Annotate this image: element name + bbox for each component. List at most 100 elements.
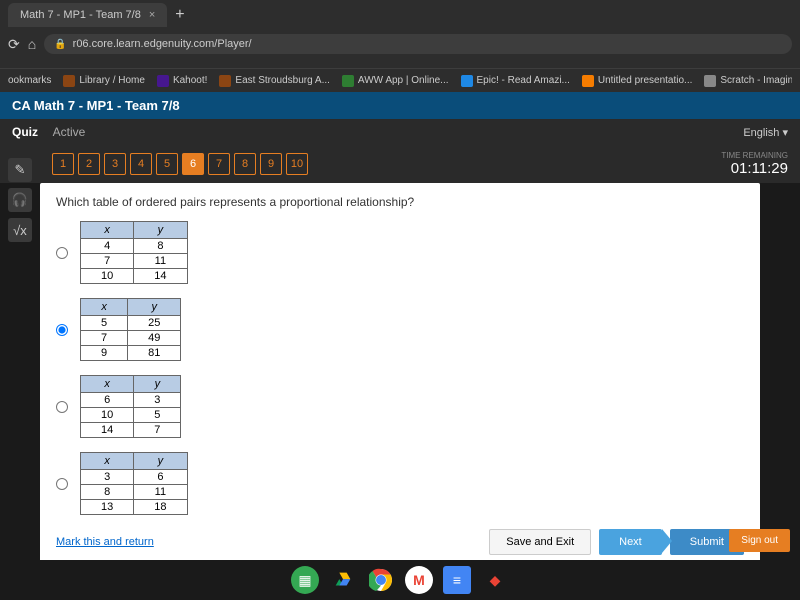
bookmark-item[interactable]: Kahoot! — [157, 75, 207, 87]
bookmark-label: Kahoot! — [173, 75, 207, 86]
table-cell: 25 — [128, 316, 181, 331]
home-icon[interactable]: ⌂ — [28, 36, 36, 52]
table-cell: 10 — [81, 269, 134, 284]
question-text: Which table of ordered pairs represents … — [56, 195, 744, 209]
bookmark-label: Epic! - Read Amazi... — [477, 75, 570, 86]
table-cell: 7 — [134, 423, 181, 438]
question-number[interactable]: 3 — [104, 153, 126, 175]
docs-icon[interactable]: ≡ — [443, 566, 471, 594]
table-cell: 14 — [81, 423, 134, 438]
table-cell: 3 — [134, 393, 181, 408]
table-cell: 11 — [134, 254, 187, 269]
question-number[interactable]: 2 — [78, 153, 100, 175]
footer-bar: Mark this and return Save and Exit Next … — [56, 529, 744, 555]
bookmarks-label: ookmarks — [8, 75, 51, 86]
answer-radio[interactable] — [56, 247, 68, 259]
table-cell: 4 — [81, 239, 134, 254]
table-cell: 9 — [81, 346, 128, 361]
drive-icon[interactable] — [329, 566, 357, 594]
save-exit-button[interactable]: Save and Exit — [489, 529, 591, 555]
tool-column: ✎ 🎧 √x — [8, 158, 32, 242]
table-cell: 14 — [134, 269, 187, 284]
table-cell: 5 — [134, 408, 181, 423]
question-number[interactable]: 1 — [52, 153, 74, 175]
url-text: r06.core.learn.edgenuity.com/Player/ — [73, 38, 252, 50]
table-cell: 8 — [134, 239, 187, 254]
bookmark-label: Scratch - Imagine... — [720, 75, 792, 86]
new-tab-button[interactable]: + — [175, 6, 184, 24]
bookmark-item[interactable]: Scratch - Imagine... — [704, 75, 792, 87]
bookmark-label: AWW App | Online... — [358, 75, 449, 86]
app-icon[interactable]: ▦ — [291, 566, 319, 594]
browser-chrome: Math 7 - MP1 - Team 7/8 × + ⟳ ⌂ 🔒 r06.co… — [0, 0, 800, 68]
answer-option[interactable]: xy63105147 — [56, 375, 744, 438]
chrome-icon[interactable] — [367, 566, 395, 594]
pencil-icon[interactable]: ✎ — [8, 158, 32, 182]
cube-icon[interactable]: ◆ — [481, 566, 509, 594]
browser-tab[interactable]: Math 7 - MP1 - Team 7/8 × — [8, 3, 167, 27]
question-number[interactable]: 6 — [182, 153, 204, 175]
question-number[interactable]: 10 — [286, 153, 308, 175]
answer-radio[interactable] — [56, 478, 68, 490]
table-cell: 6 — [81, 393, 134, 408]
next-button[interactable]: Next — [599, 529, 662, 555]
question-number[interactable]: 8 — [234, 153, 256, 175]
formula-icon[interactable]: √x — [8, 218, 32, 242]
lock-icon: 🔒 — [54, 39, 66, 50]
language-select[interactable]: English ▾ — [743, 126, 788, 139]
quiz-status: Active — [53, 125, 86, 139]
url-bar: ⟳ ⌂ 🔒 r06.core.learn.edgenuity.com/Playe… — [0, 30, 800, 58]
bookmark-icon — [219, 75, 231, 87]
quiz-label: Quiz — [12, 125, 38, 139]
answer-option[interactable]: xy368111318 — [56, 452, 744, 515]
mark-return-link[interactable]: Mark this and return — [56, 536, 154, 548]
data-table: xy487111014 — [80, 221, 188, 284]
answer-option[interactable]: xy525749981 — [56, 298, 744, 361]
tab-title: Math 7 - MP1 - Team 7/8 — [20, 9, 141, 21]
tab-bar: Math 7 - MP1 - Team 7/8 × + — [0, 0, 800, 30]
question-number[interactable]: 5 — [156, 153, 178, 175]
question-number[interactable]: 7 — [208, 153, 230, 175]
content-panel: Which table of ordered pairs represents … — [40, 183, 760, 563]
question-number[interactable]: 4 — [130, 153, 152, 175]
table-cell: 11 — [134, 485, 187, 500]
table-cell: 7 — [81, 331, 128, 346]
bookmark-item[interactable]: Epic! - Read Amazi... — [461, 75, 570, 87]
table-cell: 13 — [81, 500, 134, 515]
table-cell: 8 — [81, 485, 134, 500]
gmail-icon[interactable]: M — [405, 566, 433, 594]
bookmark-item[interactable]: East Stroudsburg A... — [219, 75, 330, 87]
bookmarks-bar: ookmarks Library / Home Kahoot! East Strou… — [0, 68, 800, 92]
signout-button[interactable]: Sign out — [729, 529, 790, 552]
quiz-bar: Quiz Active English ▾ — [0, 119, 800, 145]
timer-label: TIME REMAINING — [721, 151, 788, 160]
timer: TIME REMAINING 01:11:29 — [721, 151, 788, 177]
page-title: CA Math 7 - MP1 - Team 7/8 — [0, 92, 800, 119]
bookmark-icon — [157, 75, 169, 87]
headphone-icon[interactable]: 🎧 — [8, 188, 32, 212]
bookmark-item[interactable]: Library / Home — [63, 75, 145, 87]
bookmark-icon — [704, 75, 716, 87]
bookmark-item[interactable]: Untitled presentatio... — [582, 75, 693, 87]
timer-value: 01:11:29 — [721, 160, 788, 177]
close-icon[interactable]: × — [149, 9, 155, 21]
table-cell: 5 — [81, 316, 128, 331]
question-nav: 12345678910 TIME REMAINING 01:11:29 — [0, 145, 800, 183]
table-cell: 49 — [128, 331, 181, 346]
answer-radio[interactable] — [56, 324, 68, 336]
table-cell: 81 — [128, 346, 181, 361]
table-cell: 3 — [81, 470, 134, 485]
table-cell: 6 — [134, 470, 187, 485]
bookmark-label: East Stroudsburg A... — [235, 75, 330, 86]
bookmark-icon — [63, 75, 75, 87]
data-table: xy525749981 — [80, 298, 181, 361]
bookmark-item[interactable]: AWW App | Online... — [342, 75, 449, 87]
question-number[interactable]: 9 — [260, 153, 282, 175]
answer-option[interactable]: xy487111014 — [56, 221, 744, 284]
answer-radio[interactable] — [56, 401, 68, 413]
data-table: xy63105147 — [80, 375, 181, 438]
reload-icon[interactable]: ⟳ — [8, 36, 20, 53]
bookmark-label: Library / Home — [79, 75, 145, 86]
url-field[interactable]: 🔒 r06.core.learn.edgenuity.com/Player/ — [44, 34, 792, 54]
table-cell: 10 — [81, 408, 134, 423]
